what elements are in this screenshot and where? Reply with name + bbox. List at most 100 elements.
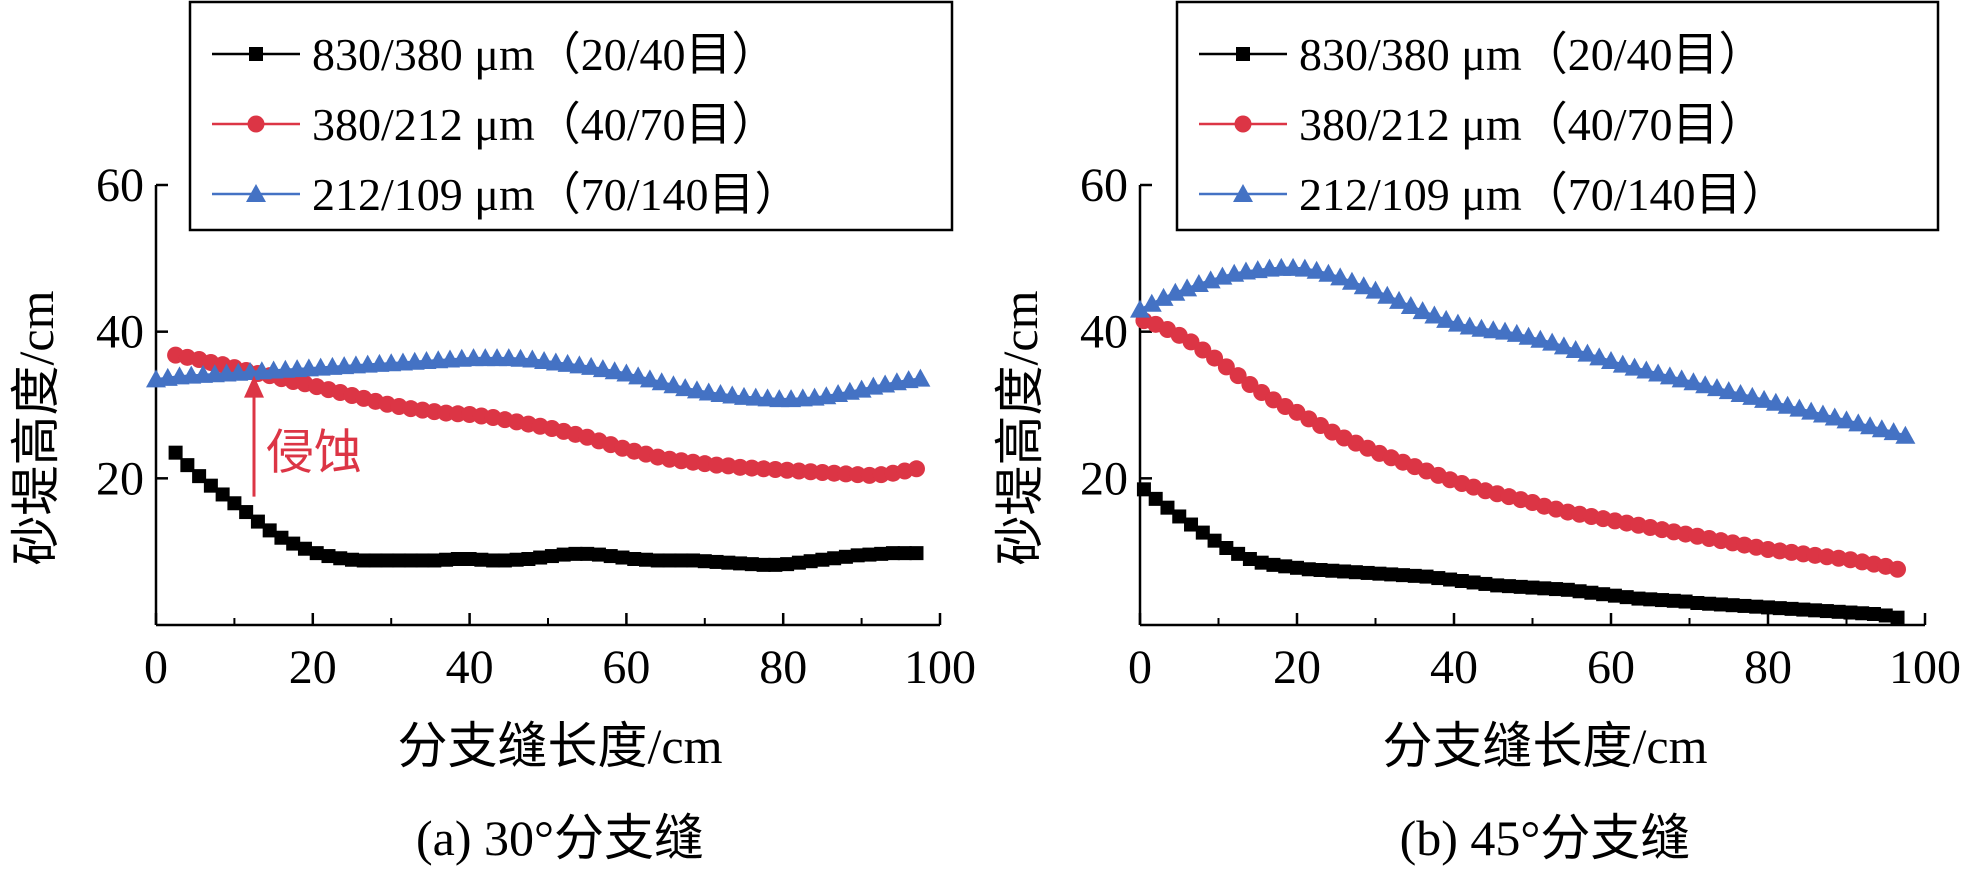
legend-label: 212/109 μm（70/140目） (1299, 169, 1788, 220)
y-axis-label-a: 砂堤高度/cm (8, 290, 64, 565)
data-point (556, 547, 571, 562)
data-point (533, 550, 548, 565)
data-point (591, 547, 606, 562)
data-point (203, 478, 218, 493)
data-point (1843, 605, 1858, 620)
data-point (1184, 517, 1199, 532)
data-point (686, 380, 707, 399)
data-point (1330, 267, 1351, 286)
data-point (1678, 594, 1693, 609)
data-point (192, 469, 207, 484)
data-point (1407, 568, 1422, 583)
data-point (1749, 599, 1764, 614)
data-point (1860, 416, 1881, 435)
data-point (909, 546, 924, 561)
data-point (1518, 326, 1539, 345)
x-tick-label: 60 (602, 641, 650, 694)
data-point (239, 505, 254, 520)
data-point (1254, 555, 1269, 570)
data-point (321, 549, 336, 564)
data-point (1824, 407, 1845, 426)
data-point (1878, 608, 1893, 623)
data-point (1812, 404, 1833, 423)
data-point (1890, 610, 1905, 625)
data-point (827, 551, 842, 566)
data-point (180, 458, 195, 473)
x-tick-label: 20 (1273, 641, 1321, 694)
data-point (1447, 313, 1468, 332)
data-point (686, 553, 701, 568)
data-point (1683, 372, 1704, 391)
data-point (663, 375, 684, 394)
data-point (1459, 316, 1480, 335)
data-point (697, 554, 712, 569)
data-point (286, 536, 301, 551)
data-point (1207, 533, 1222, 548)
data-point (1266, 557, 1281, 572)
data-point (1353, 276, 1374, 295)
data-point (1565, 340, 1586, 358)
data-point (1478, 576, 1493, 591)
data-point (1400, 296, 1421, 314)
data-point (722, 385, 743, 404)
data-point (1148, 491, 1163, 506)
data-point (910, 368, 931, 387)
data-point (345, 552, 359, 567)
data-point (1443, 572, 1458, 587)
data-point (568, 546, 583, 561)
data-point (1384, 567, 1399, 582)
x-tick-label: 80 (759, 641, 807, 694)
data-point (380, 553, 395, 568)
data-point (803, 554, 818, 569)
data-point (616, 363, 637, 382)
data-point (1395, 568, 1410, 583)
x-tick-label: 100 (904, 641, 976, 694)
legend-a: 830/380 μm（20/40目） 380/212 μm（40/70目） 212/… (188, 0, 954, 232)
data-point (1466, 575, 1481, 590)
x-tick-label: 20 (289, 641, 337, 694)
x-axis-label-a: 分支缝长度/cm (398, 718, 723, 774)
x-tick-label: 0 (1128, 641, 1152, 694)
data-point (603, 549, 618, 564)
data-point (615, 550, 630, 565)
data-point (403, 553, 418, 568)
x-tick-label: 80 (1744, 641, 1792, 694)
data-point (356, 553, 371, 568)
data-point (627, 552, 642, 566)
data-point (1848, 413, 1869, 432)
data-point (1506, 323, 1527, 342)
data-point (534, 351, 555, 369)
data-point (1436, 309, 1457, 328)
series-circle (1135, 312, 1907, 578)
legend-label: 380/212 μm（40/70目） (1299, 99, 1765, 150)
data-point (675, 378, 696, 397)
data-point (462, 552, 477, 566)
data-point (1318, 263, 1339, 282)
data-point (168, 445, 183, 460)
data-point (1160, 500, 1175, 515)
data-point (497, 553, 512, 568)
plot-area-a: 0 20 40 60 80 100 20 40 60 (96, 159, 976, 694)
data-point (1294, 258, 1315, 277)
data-point (1490, 578, 1505, 593)
y-tick-label: 40 (1080, 306, 1128, 359)
panel-b: 0 20 40 60 80 100 20 40 60 分支缝长度/cm (b) 45°分支缝 砂… (992, 0, 1961, 866)
data-point (1796, 602, 1811, 617)
data-point (1141, 293, 1162, 312)
data-point (709, 554, 724, 569)
y-tick-label: 60 (1080, 159, 1128, 212)
x-tick-label: 40 (1430, 641, 1478, 694)
data-point (1525, 580, 1540, 595)
data-point (897, 546, 912, 561)
data-point (756, 557, 771, 572)
caption-a: (a) 30°分支缝 (416, 810, 704, 866)
data-point (850, 548, 865, 563)
data-point (1801, 401, 1822, 420)
data-point (1365, 280, 1386, 299)
data-point (780, 557, 795, 572)
x-tick-label: 60 (1587, 641, 1635, 694)
data-point (1471, 318, 1492, 337)
data-point (545, 352, 566, 371)
legend-marker (247, 115, 265, 133)
data-point (639, 369, 660, 388)
